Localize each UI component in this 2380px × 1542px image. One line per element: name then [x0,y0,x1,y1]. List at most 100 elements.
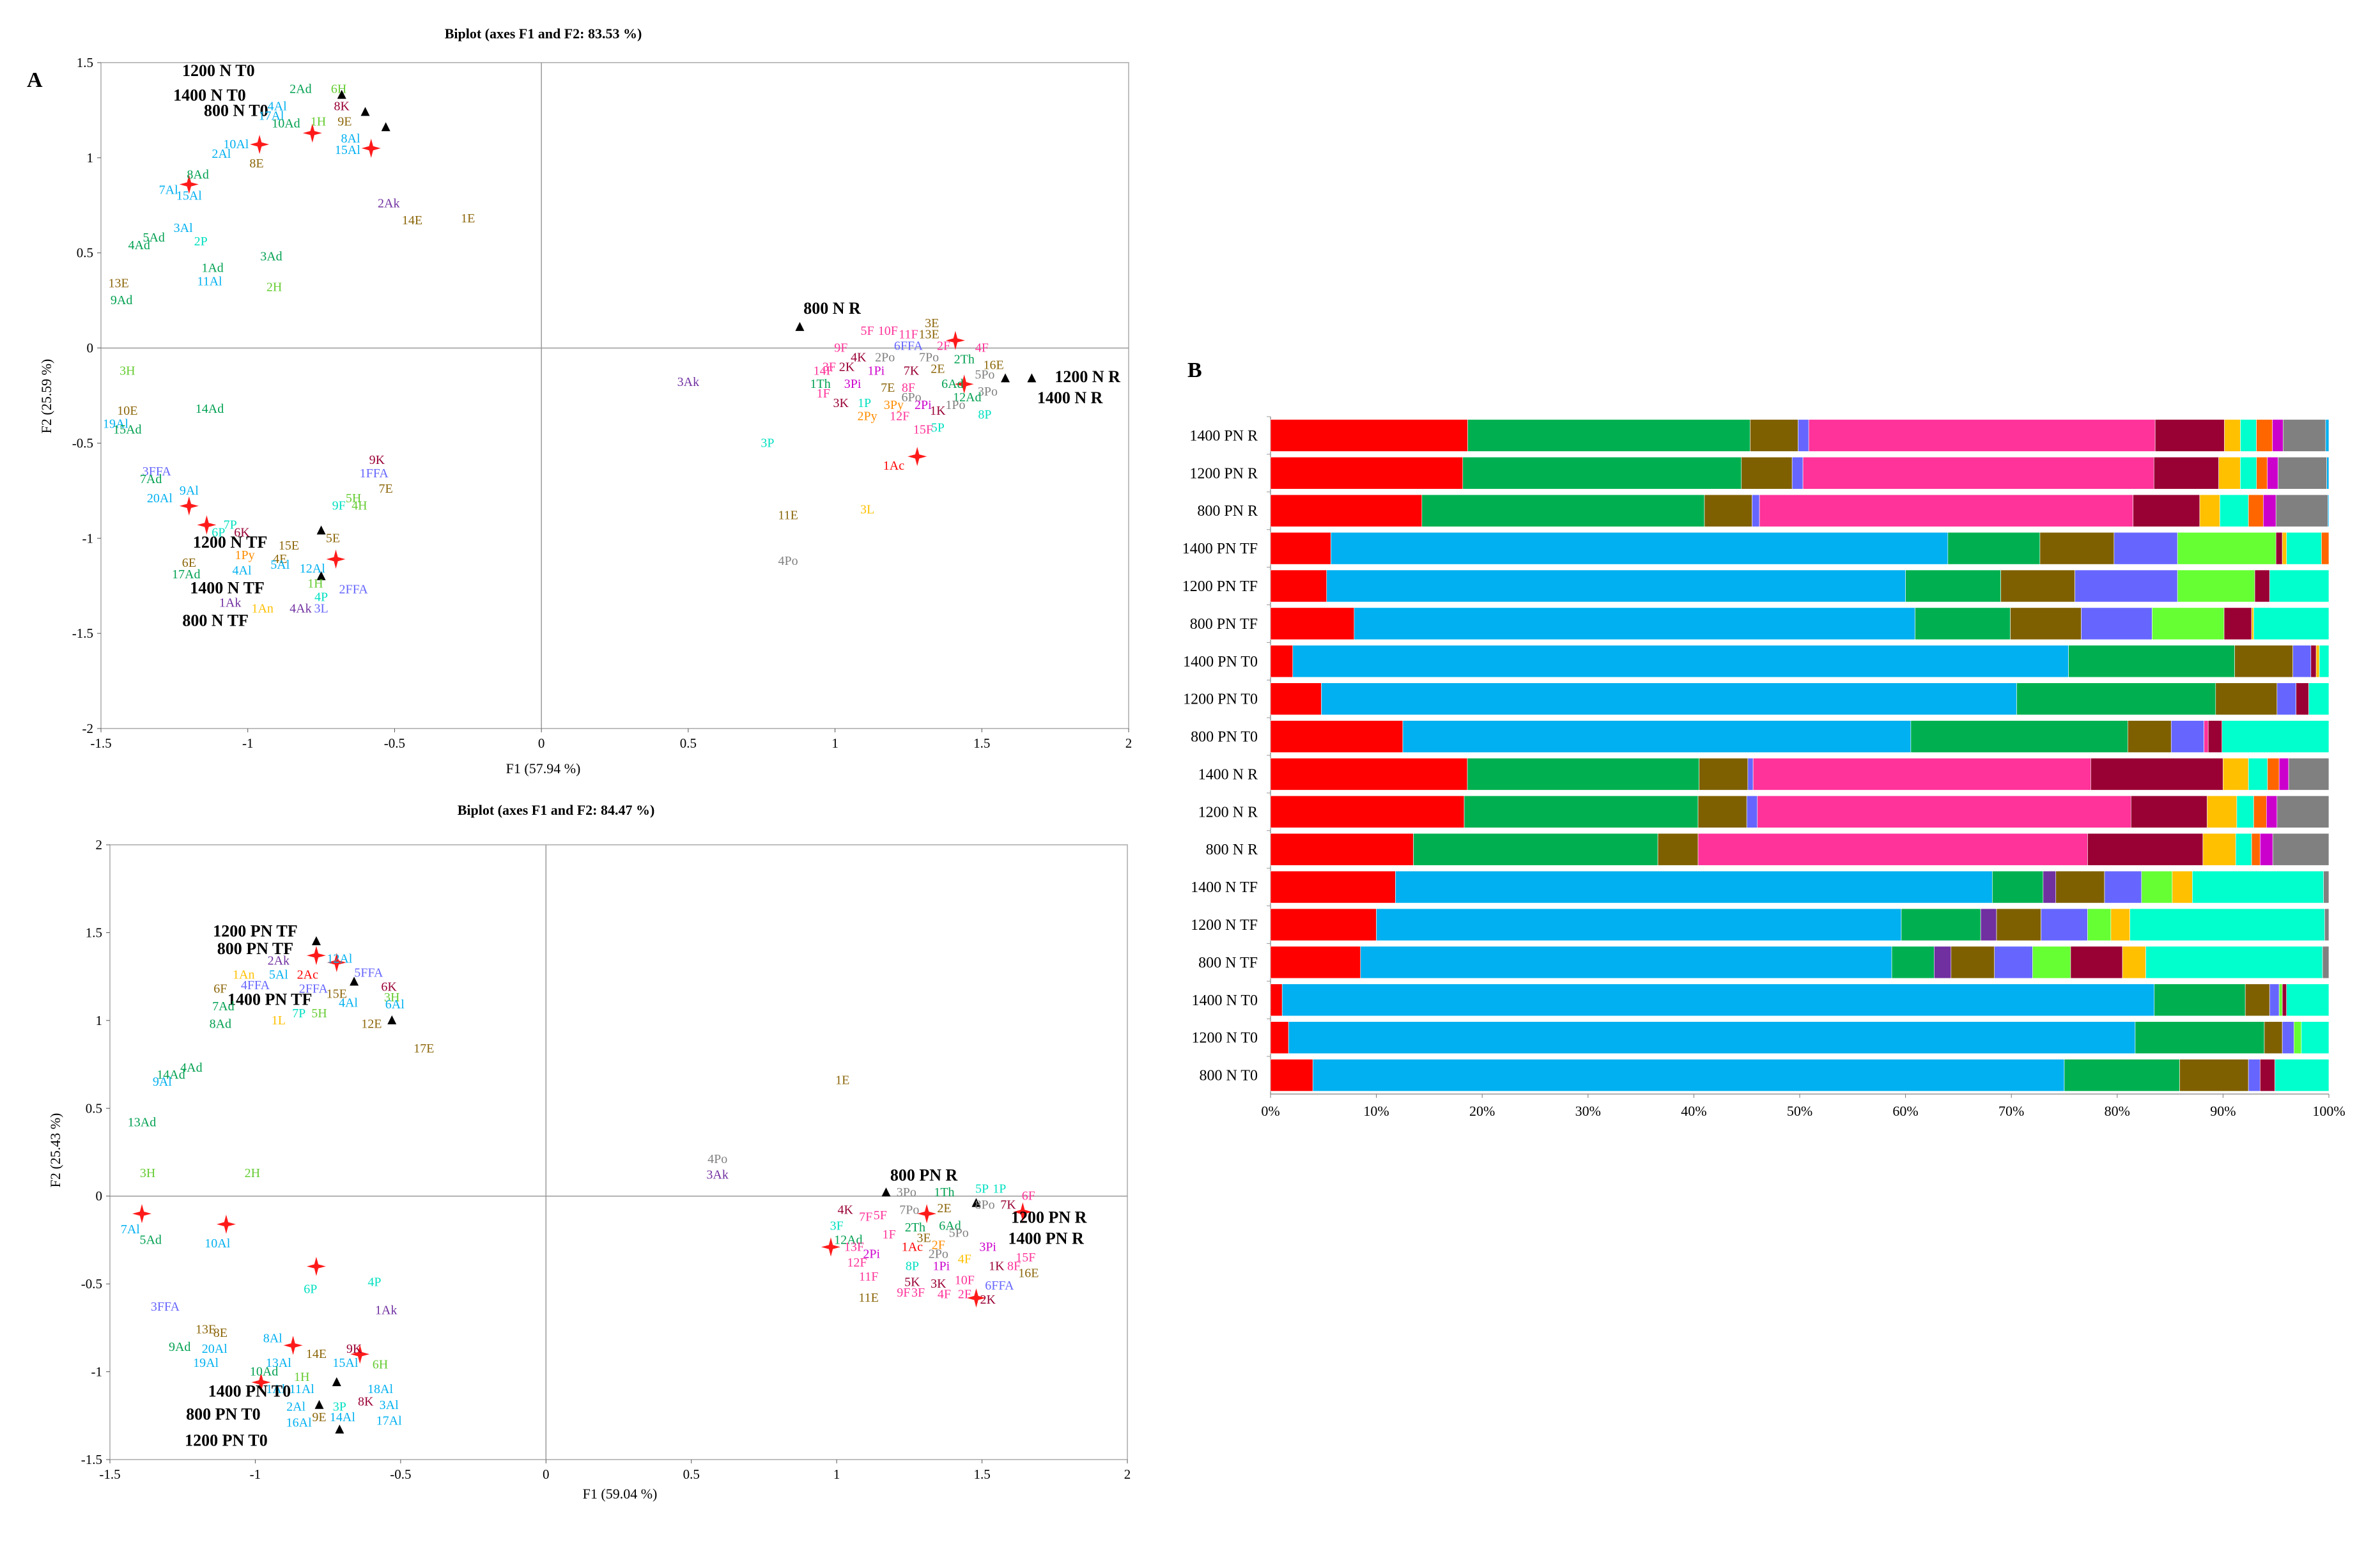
plot3-bar-segment [2133,494,2200,527]
plot1-variable-label: 1An [251,601,273,615]
plot3-bar-segment [2282,1021,2294,1054]
plot2-variable-label: 3F [830,1219,844,1233]
plot1-variable-label: 2P [194,235,208,249]
plot1-sample-label: 1200 N TF [193,533,268,551]
plot3-category-label: 1400 N T0 [1191,992,1258,1009]
plot3-bar-segment [1270,720,1403,753]
plot3-bar-segment [2141,870,2173,904]
plot2-variable-label: 2Po [929,1247,948,1261]
plot2-star-marker [306,946,326,966]
plot1-variable-label: 16E [984,358,1004,372]
plot2-sample-label: 1200 PN R [1011,1208,1087,1226]
plot3-bar-segment [2192,870,2324,904]
plot1-variable-label: 3L [860,503,874,517]
plot1-variable-label: 14Ad [196,402,224,416]
plot3-bar-segment [2177,569,2255,603]
plot2-triangle-marker [387,1015,397,1024]
plot3-bar-segment [2064,1059,2180,1091]
plot2-variable-label: 8Ad [210,1017,231,1031]
plot2-variable-label: 15E [327,987,347,1001]
plot3-bar-segment [1270,946,1361,979]
plot3-bar-segment [2310,645,2317,678]
plot3-category-label: 1200 PN TF [1182,578,1258,595]
plot1-triangle-marker [1001,373,1010,383]
plot2-variable-label: 16Al [286,1415,312,1430]
plot3-bar-segment [1992,870,2044,904]
plot1-variable-label: 15Ad [113,423,141,437]
plot1-variable-label: 8P [978,408,991,422]
plot2-variable-label: 1Ac [902,1240,923,1254]
plot2-variable-label: 7K [1000,1198,1016,1212]
plot1-xtick-label: -0.5 [384,736,405,751]
plot2-variable-label: 3K [931,1277,947,1291]
plot2-variable-label: 4F [958,1253,971,1267]
plot3-bar-segment [1464,796,1699,828]
plot1-ytick-label: 1.5 [77,55,93,70]
plot1-variable-label: 15Al [335,143,360,157]
plot1-variable-label: 6E [182,556,196,570]
plot1-star-marker [908,447,927,466]
plot1-star-marker [954,374,974,394]
plot1-xtick-label: 0 [538,736,545,751]
plot2-variable-label: 8P [906,1260,919,1274]
plot1-variable-label: 4P [314,590,328,605]
plot2-variable-label: 5K [904,1275,920,1289]
plot1-variable-label: 1Pi [868,364,885,378]
plot2-xtick-label: -1.5 [99,1467,120,1482]
plot1-variable-label: 5Po [975,367,994,382]
plot3-category-label: 1200 N R [1198,804,1258,821]
plot2-xtick-label: 0 [543,1467,550,1482]
plot1-xtick-label: 0.5 [680,736,697,751]
plot1-variable-label: 7Al [159,183,178,197]
plot1-variable-label: 5F [861,324,874,338]
plot3-bar-segment [1270,908,1377,941]
plot3-category-label: 1400 N R [1198,766,1258,783]
plot3-bar-segment [2272,419,2283,452]
plot2-variable-label: 3H [384,991,399,1005]
plot3-category-label: 1200 N TF [1191,917,1258,934]
plot2-variable-label: 3P [333,1400,346,1414]
plot1-variable-label: 15F [913,423,933,437]
plot3-category-label: 1400 PN R [1189,428,1258,444]
plot2-variable-label: 2F [932,1238,945,1253]
plot2-variable-label: 8F [1007,1260,1021,1274]
plot1-variable-label: 3FFA [143,465,172,479]
plot2-xtick-label: 0.5 [683,1467,700,1482]
plot3-bar-segment [1759,494,2133,527]
plot3-bar-segment [2282,983,2287,1017]
plot2-variable-label: 1Ak [375,1303,397,1317]
plot3-bar-segment [2269,983,2280,1017]
plot2-variable-label: 5Ad [139,1233,161,1247]
plot2-star-marker [966,1288,986,1308]
plot3-bar-segment [1757,796,2131,828]
plot3-xtick-label: 40% [1681,1103,1706,1119]
plot1-sample-label: 800 N TF [182,611,249,629]
plot3-bar-segment [2104,870,2142,904]
plot2-variable-label: 11E [858,1291,878,1305]
biplot-a-top: Biplot (axes F1 and F2: 83.53 %) F1 (57.… [38,26,1132,776]
plot1-variable-label: 10F [878,324,898,338]
plot1-sample-label: 1200 N T0 [182,61,255,80]
plot2-triangle-marker [881,1187,891,1197]
plot2-ytick-label: -1.5 [81,1452,102,1467]
plot1-variable-label: 2H [267,280,282,294]
plot3-bar-segment [2294,1021,2302,1054]
plot3-bar-segment [2055,870,2105,904]
plot1-xtick-label: -1.5 [90,736,111,751]
plot2-variable-label: 15Al [332,1356,358,1370]
plot3-bar-segment [1802,457,2154,490]
plot1-ytick-label: -0.5 [72,435,93,451]
plot2-variable-label: 12F [847,1256,867,1270]
plot3-bar-segment [2177,532,2276,565]
plot2-variable-label: 8Po [975,1198,995,1212]
plot3-xtick-label: 10% [1363,1103,1389,1119]
plot1-variable-label: 6K [234,525,250,539]
plot1-variable-label: 2K [839,360,855,374]
plot2-star-marker [917,1204,937,1224]
plot3-bar-segment [1947,532,2041,565]
plot3-bar-segment [2263,494,2276,527]
plot3-bar-segment [2276,682,2296,715]
plot3-bar-segment [2204,720,2209,753]
plot3-bar-segment [2324,908,2330,941]
plot2-ylabel: F2 (25.43 %) [47,1113,63,1188]
